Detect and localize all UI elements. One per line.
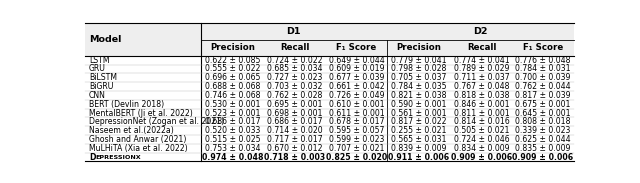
Text: D: D [89,153,95,162]
Text: 0.609 ± 0.019: 0.609 ± 0.019 [328,64,384,74]
Text: 0.555 ± 0.022: 0.555 ± 0.022 [205,64,260,74]
Text: 0.817 ± 0.039: 0.817 ± 0.039 [515,91,571,100]
Text: 0.746 ± 0.068: 0.746 ± 0.068 [205,91,260,100]
Text: Ghosh and Anwar (2021): Ghosh and Anwar (2021) [89,135,186,144]
Text: 0.776 ± 0.048: 0.776 ± 0.048 [515,56,571,65]
Text: 0.767 ± 0.048: 0.767 ± 0.048 [454,82,509,91]
Text: 0.814 ± 0.016: 0.814 ± 0.016 [454,117,509,126]
Text: 0.700 ± 0.039: 0.700 ± 0.039 [515,73,570,82]
Text: 0.779 ± 0.041: 0.779 ± 0.041 [391,56,447,65]
Text: 0.727 ± 0.023: 0.727 ± 0.023 [268,73,323,82]
Text: D2: D2 [473,27,488,36]
Text: 0.686 ± 0.017: 0.686 ± 0.017 [205,117,260,126]
Text: 0.789 ± 0.029: 0.789 ± 0.029 [454,64,509,74]
Text: 0.834 ± 0.009: 0.834 ± 0.009 [454,144,509,153]
Bar [85,40,573,56]
Text: 0.670 ± 0.012: 0.670 ± 0.012 [268,144,323,153]
Text: 0.911 ± 0.006: 0.911 ± 0.006 [388,153,449,162]
Text: 0.909 ± 0.006: 0.909 ± 0.006 [451,153,512,162]
Text: 0.753 ± 0.034: 0.753 ± 0.034 [205,144,260,153]
Text: 0.835 ± 0.009: 0.835 ± 0.009 [515,144,570,153]
Text: 0.909 ± 0.006: 0.909 ± 0.006 [512,153,573,162]
Text: BiGRU: BiGRU [89,82,113,91]
Text: 0.645 ± 0.001: 0.645 ± 0.001 [515,109,571,117]
Text: 0.515 ± 0.025: 0.515 ± 0.025 [205,135,260,144]
Text: LSTM: LSTM [89,56,109,65]
Text: 0.707 ± 0.021: 0.707 ± 0.021 [328,144,384,153]
Text: Recall: Recall [280,43,310,52]
Text: 0.703 ± 0.032: 0.703 ± 0.032 [268,82,323,91]
Text: 0.622 ± 0.085: 0.622 ± 0.085 [205,56,260,65]
Text: 0.530 ± 0.001: 0.530 ± 0.001 [205,100,260,109]
Text: 0.688 ± 0.068: 0.688 ± 0.068 [205,82,260,91]
Text: 0.717 ± 0.017: 0.717 ± 0.017 [268,135,323,144]
Text: 0.718 ± 0.003: 0.718 ± 0.003 [264,153,326,162]
Text: 0.724 ± 0.022: 0.724 ± 0.022 [268,56,323,65]
Text: Precision: Precision [397,43,442,52]
Text: 0.565 ± 0.031: 0.565 ± 0.031 [391,135,447,144]
Text: EPRESSIONX: EPRESSIONX [95,155,141,160]
Text: 0.590 ± 0.001: 0.590 ± 0.001 [391,100,447,109]
Text: 0.821 ± 0.038: 0.821 ± 0.038 [391,91,447,100]
Text: 0.818 ± 0.038: 0.818 ± 0.038 [454,91,509,100]
Text: 0.784 ± 0.035: 0.784 ± 0.035 [391,82,447,91]
Bar [85,23,573,40]
Text: Recall: Recall [467,43,496,52]
Text: GRU: GRU [89,64,106,74]
Text: 0.696 ± 0.065: 0.696 ± 0.065 [205,73,260,82]
Text: 0.705 ± 0.037: 0.705 ± 0.037 [391,73,447,82]
Text: 0.255 ± 0.021: 0.255 ± 0.021 [391,126,447,135]
Text: 0.685 ± 0.034: 0.685 ± 0.034 [268,64,323,74]
Text: F₁ Score: F₁ Score [523,43,563,52]
Text: BiLSTM: BiLSTM [89,73,117,82]
Text: MuLHiTA (Xia et al. 2022): MuLHiTA (Xia et al. 2022) [89,144,188,153]
Text: 0.611 ± 0.001: 0.611 ± 0.001 [328,109,384,117]
Text: 0.762 ± 0.044: 0.762 ± 0.044 [515,82,571,91]
Text: CNN: CNN [89,91,106,100]
Text: 0.724 ± 0.046: 0.724 ± 0.046 [454,135,509,144]
Text: 0.711 ± 0.037: 0.711 ± 0.037 [454,73,509,82]
Text: F₁ Score: F₁ Score [336,43,376,52]
Text: 0.817 ± 0.022: 0.817 ± 0.022 [391,117,447,126]
Text: 0.678 ± 0.017: 0.678 ± 0.017 [328,117,384,126]
Text: Naseem et al.(2022a): Naseem et al.(2022a) [89,126,173,135]
Text: MentalBERT (Ji et al. 2022): MentalBERT (Ji et al. 2022) [89,109,193,117]
Text: 0.339 ± 0.023: 0.339 ± 0.023 [515,126,570,135]
Text: BERT (Devlin 2018): BERT (Devlin 2018) [89,100,164,109]
Text: 0.520 ± 0.033: 0.520 ± 0.033 [205,126,260,135]
Text: 0.839 ± 0.009: 0.839 ± 0.009 [391,144,447,153]
Text: 0.675 ± 0.001: 0.675 ± 0.001 [515,100,571,109]
Text: 0.595 ± 0.057: 0.595 ± 0.057 [329,126,384,135]
Text: 0.808 ± 0.018: 0.808 ± 0.018 [515,117,571,126]
Text: 0.774 ± 0.041: 0.774 ± 0.041 [454,56,509,65]
Text: 0.523 ± 0.001: 0.523 ± 0.001 [205,109,260,117]
Text: 0.625 ± 0.044: 0.625 ± 0.044 [515,135,571,144]
Text: 0.695 ± 0.001: 0.695 ± 0.001 [268,100,323,109]
Text: 0.784 ± 0.031: 0.784 ± 0.031 [515,64,571,74]
Text: 0.599 ± 0.023: 0.599 ± 0.023 [329,135,384,144]
Text: 0.610 ± 0.001: 0.610 ± 0.001 [328,100,384,109]
Text: 0.661 ± 0.042: 0.661 ± 0.042 [328,82,384,91]
Text: 0.798 ± 0.028: 0.798 ± 0.028 [391,64,447,74]
Text: 0.846 ± 0.001: 0.846 ± 0.001 [454,100,509,109]
Text: DepressionNet (Zogan et al. 2021): DepressionNet (Zogan et al. 2021) [89,117,224,126]
Text: 0.686 ± 0.017: 0.686 ± 0.017 [268,117,323,126]
Text: 0.726 ± 0.049: 0.726 ± 0.049 [328,91,384,100]
Text: 0.714 ± 0.020: 0.714 ± 0.020 [268,126,323,135]
Text: 0.649 ± 0.044: 0.649 ± 0.044 [328,56,384,65]
Text: 0.811 ± 0.001: 0.811 ± 0.001 [454,109,509,117]
Text: 0.762 ± 0.028: 0.762 ± 0.028 [268,91,323,100]
Text: 0.677 ± 0.039: 0.677 ± 0.039 [329,73,384,82]
Text: 0.505 ± 0.021: 0.505 ± 0.021 [454,126,509,135]
Text: 0.825 ± 0.020: 0.825 ± 0.020 [326,153,387,162]
Text: 0.974 ± 0.048: 0.974 ± 0.048 [202,153,263,162]
Text: Precision: Precision [210,43,255,52]
Text: Model: Model [89,35,122,44]
Text: 0.698 ± 0.001: 0.698 ± 0.001 [268,109,323,117]
Text: 0.561 ± 0.001: 0.561 ± 0.001 [391,109,447,117]
Text: D1: D1 [287,27,301,36]
